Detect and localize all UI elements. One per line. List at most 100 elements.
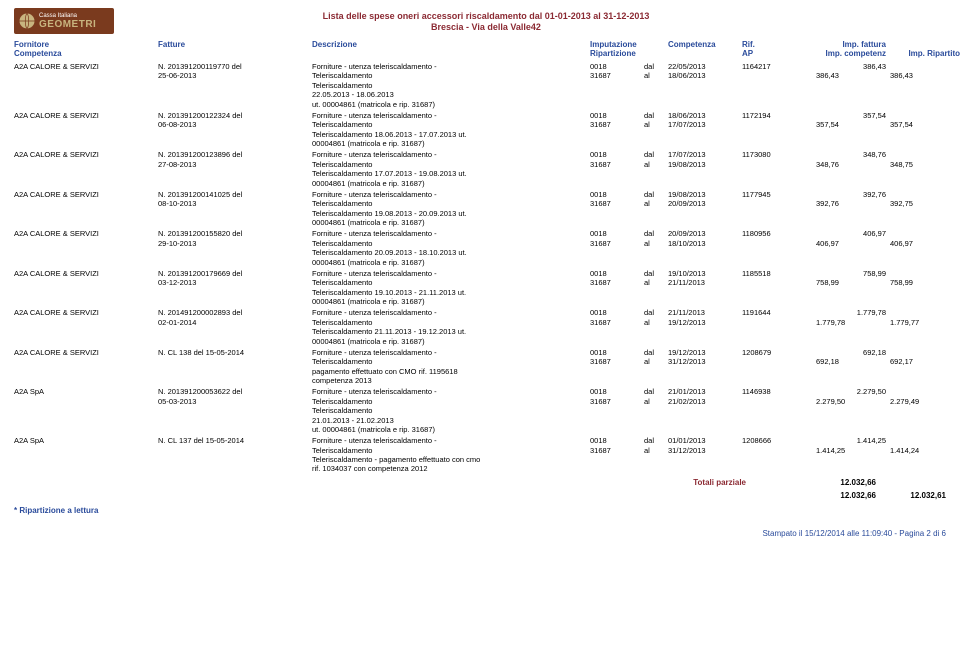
cell-amt2: 692,18 <box>816 357 886 366</box>
cell-descrizione: ut. 00004861 (matricola e rip. 31687) <box>312 100 522 109</box>
cell-amt3: 348,75 <box>890 160 960 169</box>
cell-dal: dal <box>644 387 664 396</box>
cell-descrizione: rif. 1034037 con competenza 2012 <box>312 464 522 473</box>
cell-descrizione: Forniture - utenza teleriscaldamento - <box>312 308 522 317</box>
logo-bottom-text: GEOMETRI <box>39 20 96 30</box>
hdr-imputazione: Imputazione <box>590 40 640 49</box>
report-header: Cassa Italiana GEOMETRI Lista delle spes… <box>14 8 946 34</box>
cell-amt2: 1.414,25 <box>816 446 886 455</box>
cell-fattura-date: 08-10-2013 <box>158 199 308 208</box>
cell-descrizione: Teleriscaldamento <box>312 81 522 90</box>
cell-amt1: 357,54 <box>816 111 886 120</box>
cell-amt1: 2.279,50 <box>816 387 886 396</box>
cell-fattura-date: 29-10-2013 <box>158 239 308 248</box>
cell-amt3: 392,75 <box>890 199 960 208</box>
table-row: 22.05.2013 - 18.06.2013 <box>14 90 946 99</box>
table-row: Teleriscaldamento 17.07.2013 - 19.08.201… <box>14 169 946 178</box>
totals-row1: Totali parziale 12.032,66 <box>14 478 946 487</box>
cell-date1: 18/06/2013 <box>668 111 738 120</box>
cell-descrizione: Teleriscaldamento <box>312 406 522 415</box>
table-row: A2A CALORE & SERVIZIN. 201491200002893 d… <box>14 306 946 317</box>
cell-dal: dal <box>644 150 664 159</box>
cell-amt1: 406,97 <box>816 229 886 238</box>
cell-code1: 0018 <box>590 387 640 396</box>
logo: Cassa Italiana GEOMETRI <box>14 8 114 34</box>
cell-date2: 31/12/2013 <box>668 446 738 455</box>
table-row: pagamento effettuato con CMO rif. 119561… <box>14 367 946 376</box>
cell-fattura-date <box>158 357 308 366</box>
cell-code1: 0018 <box>590 308 640 317</box>
table-row: 00004861 (matricola e rip. 31687) <box>14 258 946 267</box>
cell-descrizione: Teleriscaldamento <box>312 120 522 129</box>
cell-fattura-date: 06-08-2013 <box>158 120 308 129</box>
cell-code1: 0018 <box>590 190 640 199</box>
table-row: ut. 00004861 (matricola e rip. 31687) <box>14 425 946 434</box>
cell-amt2: 1.779,78 <box>816 318 886 327</box>
cell-fattura: N. 201391200123896 del <box>158 150 308 159</box>
cell-fattura-date: 27-08-2013 <box>158 160 308 169</box>
cell-fornitore: A2A CALORE & SERVIZI <box>14 308 154 317</box>
cell-amt1: 386,43 <box>816 62 886 71</box>
cell-al: al <box>644 160 664 169</box>
cell-code2: 31687 <box>590 397 640 406</box>
cell-dal: dal <box>644 229 664 238</box>
cell-amt3: 357,54 <box>890 120 960 129</box>
cell-al: al <box>644 71 664 80</box>
cell-descrizione: 00004861 (matricola e rip. 31687) <box>312 218 522 227</box>
cell-fornitore: A2A CALORE & SERVIZI <box>14 150 154 159</box>
cell-al: al <box>644 278 664 287</box>
cell-descrizione: Forniture - utenza teleriscaldamento - <box>312 190 522 199</box>
hdr-rif: Rif. <box>742 40 812 49</box>
cell-descrizione: Teleriscaldamento <box>312 239 522 248</box>
cell-descrizione: Teleriscaldamento <box>312 397 522 406</box>
cell-dal: dal <box>644 348 664 357</box>
table-row: Teleriscaldamento 21.11.2013 - 19.12.201… <box>14 327 946 336</box>
cell-amt3: 386,43 <box>890 71 960 80</box>
cell-amt3: 692,17 <box>890 357 960 366</box>
table-row: ut. 00004861 (matricola e rip. 31687) <box>14 100 946 109</box>
cell-date2: 19/08/2013 <box>668 160 738 169</box>
cell-descrizione: competenza 2013 <box>312 376 522 385</box>
cell-descrizione: pagamento effettuato con CMO rif. 119561… <box>312 367 522 376</box>
cell-date2: 19/12/2013 <box>668 318 738 327</box>
cell-descrizione: Forniture - utenza teleriscaldamento - <box>312 387 522 396</box>
cell-fattura: N. CL 138 del 15-05-2014 <box>158 348 308 357</box>
table-row: Teleriscaldamento 20.09.2013 - 18.10.201… <box>14 248 946 257</box>
cell-code1: 0018 <box>590 269 640 278</box>
cell-descrizione: Teleriscaldamento <box>312 318 522 327</box>
cell-amt2: 386,43 <box>816 71 886 80</box>
cell-fornitore: A2A CALORE & SERVIZI <box>14 111 154 120</box>
cell-fornitore: A2A CALORE & SERVIZI <box>14 190 154 199</box>
table-row: A2A SpAN. 201391200053622 delForniture -… <box>14 385 946 396</box>
table-row: A2A CALORE & SERVIZIN. 201391200155820 d… <box>14 227 946 238</box>
cell-amt1: 1.414,25 <box>816 436 886 445</box>
table-row: 27-08-2013Teleriscaldamento31687al19/08/… <box>14 160 946 169</box>
cell-date1: 20/09/2013 <box>668 229 738 238</box>
cell-fattura: N. 201391200119770 del <box>158 62 308 71</box>
table-row: 00004861 (matricola e rip. 31687) <box>14 179 946 188</box>
cell-code2: 31687 <box>590 199 640 208</box>
cell-descrizione: Teleriscaldamento 21.11.2013 - 19.12.201… <box>312 327 522 336</box>
cell-rif: 1146938 <box>742 387 812 396</box>
cell-code2: 31687 <box>590 160 640 169</box>
cell-fattura: N. CL 137 del 15-05-2014 <box>158 436 308 445</box>
cell-descrizione: Teleriscaldamento - pagamento effettuato… <box>312 455 522 464</box>
table-row: Teleriscaldamento <box>14 81 946 90</box>
table-row: Teleriscaldamento 18.06.2013 - 17.07.201… <box>14 130 946 139</box>
cell-amt2: 758,99 <box>816 278 886 287</box>
hdr-competenza-dt: Competenza <box>668 40 738 49</box>
cell-descrizione: Teleriscaldamento 20.09.2013 - 18.10.201… <box>312 248 522 257</box>
table-row: Teleriscaldamento - pagamento effettuato… <box>14 455 946 464</box>
cell-fattura: N. 201391200122324 del <box>158 111 308 120</box>
cell-amt2: 357,54 <box>816 120 886 129</box>
cell-code1: 0018 <box>590 436 640 445</box>
table-row: A2A SpAN. CL 137 del 15-05-2014Forniture… <box>14 434 946 445</box>
totals-row2: . 12.032,66 12.032,61 <box>14 491 946 500</box>
cell-fattura-date: 25-06-2013 <box>158 71 308 80</box>
cell-descrizione: 00004861 (matricola e rip. 31687) <box>312 179 522 188</box>
table-row: Teleriscaldamento31687al31/12/20131.414,… <box>14 446 946 455</box>
table-row: 03-12-2013Teleriscaldamento31687al21/11/… <box>14 278 946 287</box>
hdr-imp-competenz: Imp. competenz <box>816 49 886 58</box>
cell-fattura-date: 02-01-2014 <box>158 318 308 327</box>
cell-date2: 21/11/2013 <box>668 278 738 287</box>
